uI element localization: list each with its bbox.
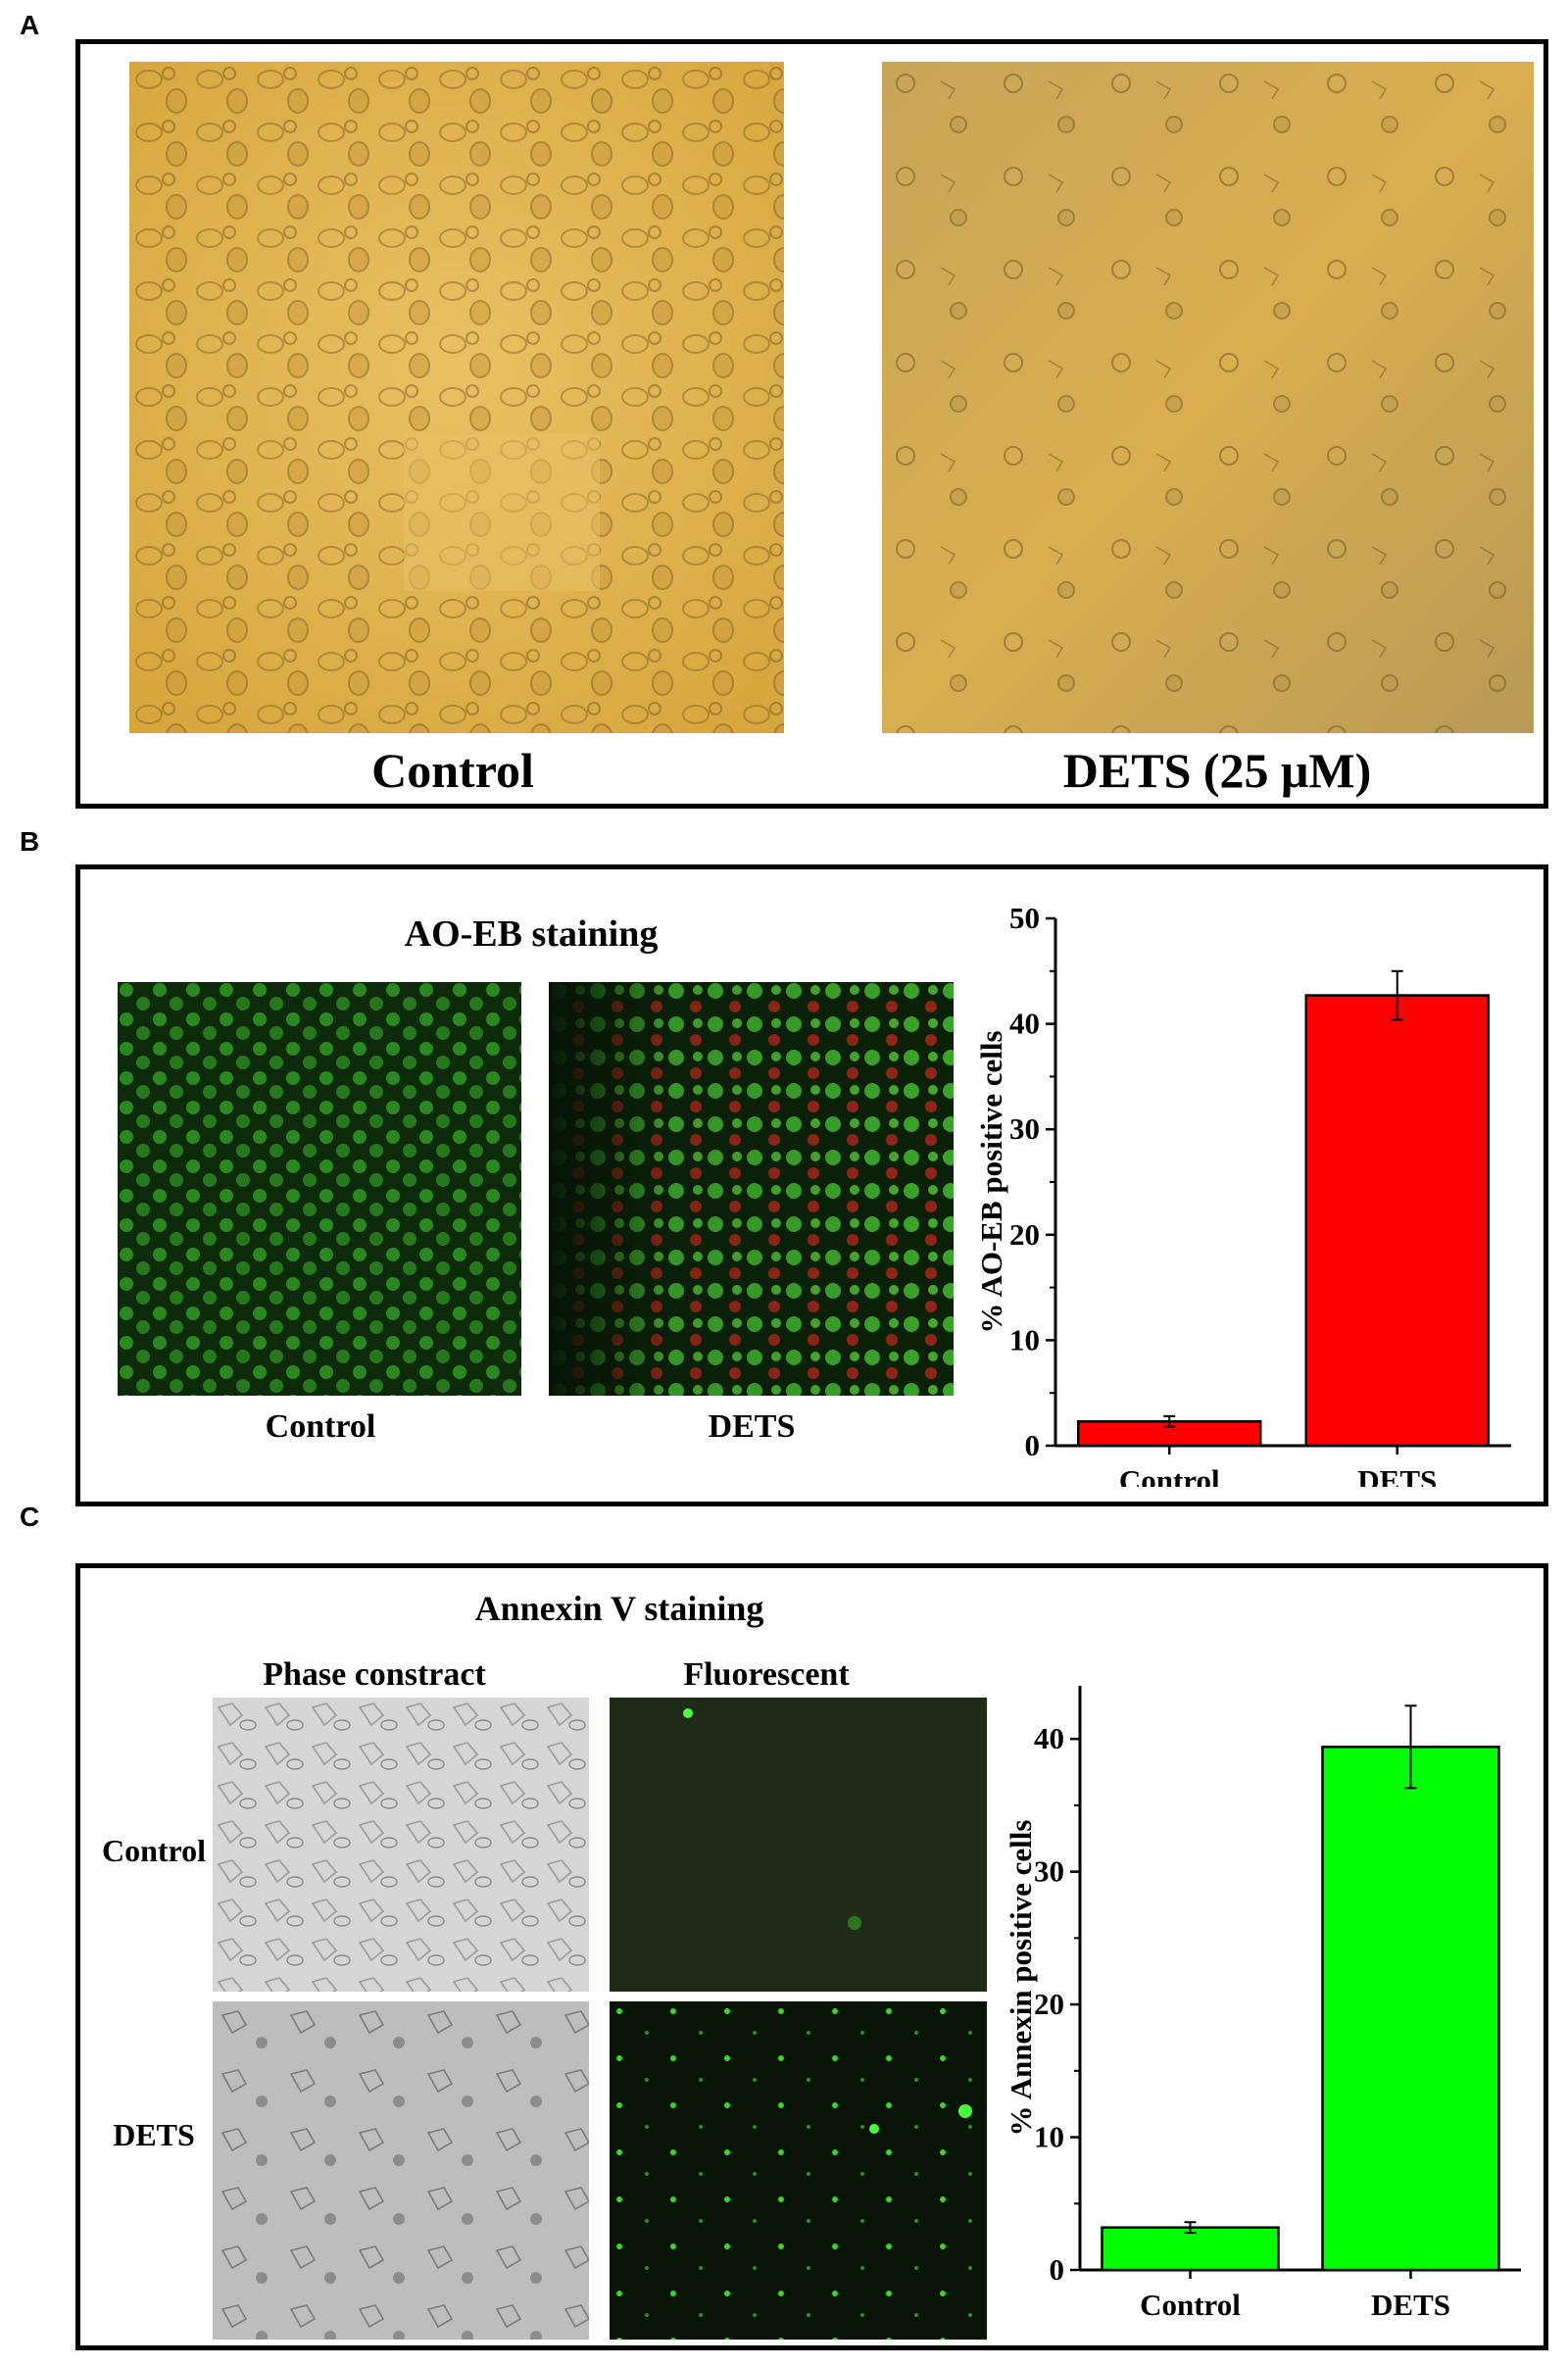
x-tick-label: Control (1140, 2288, 1241, 2322)
bar-dets (1321, 1746, 1500, 2272)
x-tick-label: DETS (1371, 2288, 1450, 2322)
micrograph-a-dets (882, 62, 1534, 733)
row-label-dets: DETS (113, 2117, 195, 2152)
y-tick-label: 40 (1034, 1721, 1064, 1755)
y-tick-label: 30 (1009, 1111, 1040, 1146)
micrograph-b-dets (549, 982, 954, 1396)
panel-a-frame: Control DETS (25 μM) (75, 39, 1548, 809)
y-tick-label: 30 (1034, 1854, 1064, 1889)
aoeb-bar-chart: 0 10 20 30 40 50 Control DETS % AO-EB positive c… (974, 901, 1511, 1487)
title-aoeb: AO-EB staining (404, 913, 659, 955)
label-b-dets: DETS (708, 1408, 796, 1445)
bar-control (1101, 2226, 1280, 2272)
micrograph-c-fluorescent-control (610, 1698, 987, 1992)
panel-c-frame: Annexin V staining Phase constract Fluor… (75, 1563, 1548, 2350)
y-tick-label: 0 (1050, 2252, 1065, 2287)
panel-letter-a: A (20, 10, 40, 40)
y-tick-label: 10 (1034, 2120, 1064, 2154)
label-a-control: Control (371, 743, 534, 798)
title-annexin: Annexin V staining (474, 1589, 764, 1628)
panel-letter-c: C (20, 1502, 40, 1532)
label-a-dets: DETS (25 μM) (1062, 743, 1372, 798)
column-header-fluorescent: Fluorescent (683, 1656, 850, 1693)
x-tick-label: Control (1119, 1463, 1220, 1487)
micrograph-a-control (129, 62, 784, 733)
y-axis-label: % Annexin positive cells (1004, 1820, 1038, 2137)
y-axis-label: % AO-EB positive cells (974, 1030, 1008, 1333)
panel-letter-b: B (20, 826, 40, 857)
y-tick-label: 0 (1025, 1428, 1041, 1462)
label-b-control: Control (265, 1408, 376, 1445)
row-label-control: Control (101, 1833, 207, 1868)
y-tick-label: 20 (1034, 1987, 1064, 2021)
y-tick-label: 40 (1009, 1007, 1040, 1041)
y-tick-label: 10 (1009, 1322, 1040, 1356)
column-header-phase: Phase constract (263, 1656, 486, 1693)
y-tick-label: 20 (1009, 1217, 1040, 1252)
x-tick-label: DETS (1357, 1463, 1437, 1487)
bar-dets (1304, 994, 1490, 1448)
annexin-bar-chart: 0 10 20 30 40 Control DETS % Annexin positive c… (1004, 1686, 1521, 2322)
y-tick-label: 50 (1009, 901, 1040, 935)
panel-b-frame: AO-EB staining (75, 864, 1548, 1506)
micrograph-c-phase-control (213, 1698, 589, 1992)
micrograph-c-fluorescent-dets (610, 2001, 987, 2340)
micrograph-b-control (118, 982, 521, 1396)
micrograph-c-phase-dets (213, 2001, 589, 2340)
